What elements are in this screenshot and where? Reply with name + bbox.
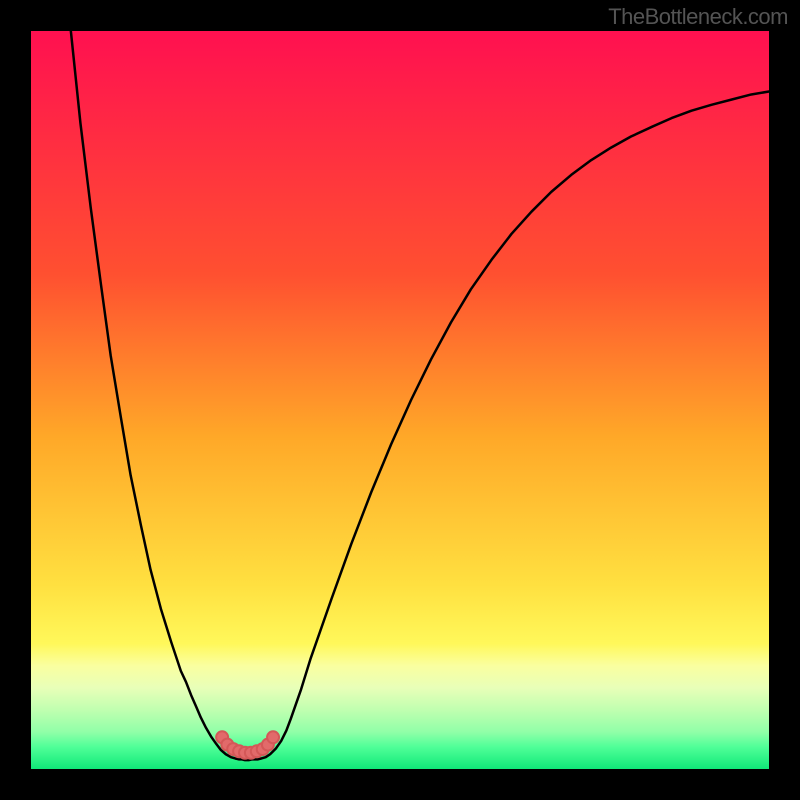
curve-path — [261, 92, 769, 759]
valley-marker — [267, 731, 279, 743]
curve-path — [71, 31, 236, 759]
watermark-text: TheBottleneck.com — [608, 4, 788, 30]
chart-svg — [31, 31, 769, 769]
chart-plot-area — [31, 31, 769, 769]
